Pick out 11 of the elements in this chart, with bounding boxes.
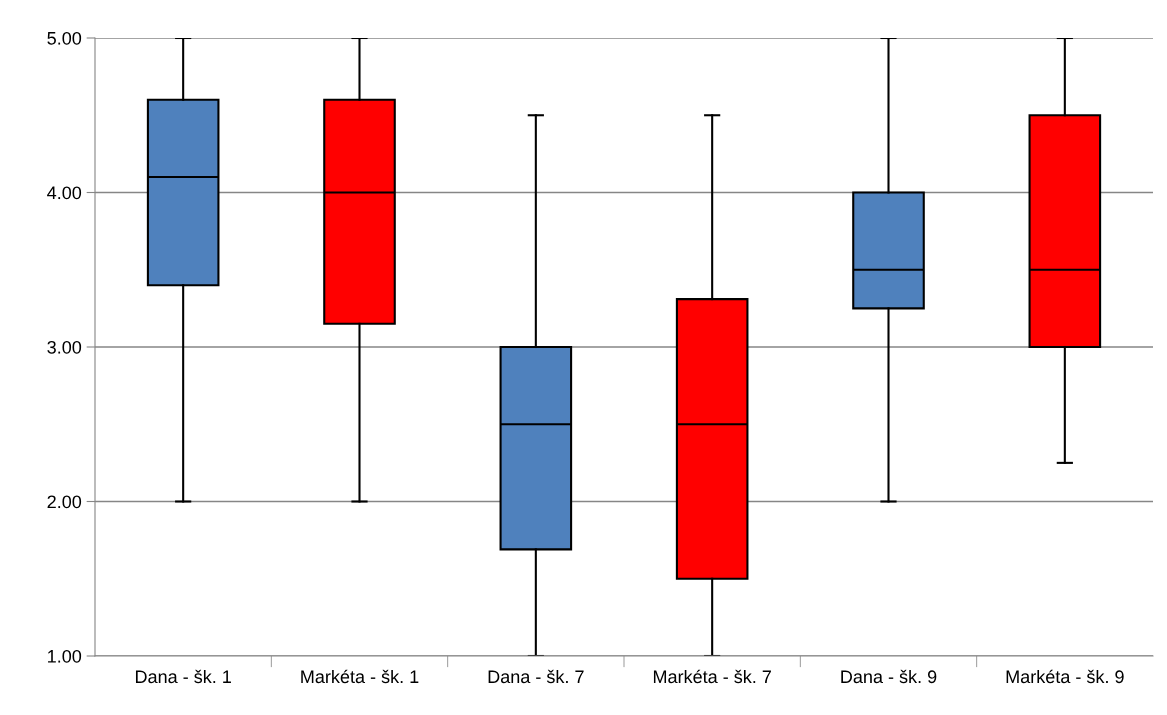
y-tick-label: 5.00: [47, 31, 82, 45]
y-tick-label: 2.00: [47, 495, 82, 509]
x-tick-label: Markéta - šk. 9: [1006, 669, 1124, 684]
y-tick-label: 3.00: [47, 340, 82, 354]
y-tick-label: 4.00: [47, 186, 82, 200]
x-tick-label: Dana - šk. 9: [841, 669, 937, 684]
x-tick-label: Markéta - šk. 7: [653, 669, 771, 684]
y-tick-label: 1.00: [48, 649, 82, 663]
x-tick-label: Dana - šk. 1: [135, 669, 231, 684]
x-tick-label: Markéta - šk. 1: [301, 669, 419, 684]
x-tick-label: Dana - šk. 7: [488, 669, 584, 684]
